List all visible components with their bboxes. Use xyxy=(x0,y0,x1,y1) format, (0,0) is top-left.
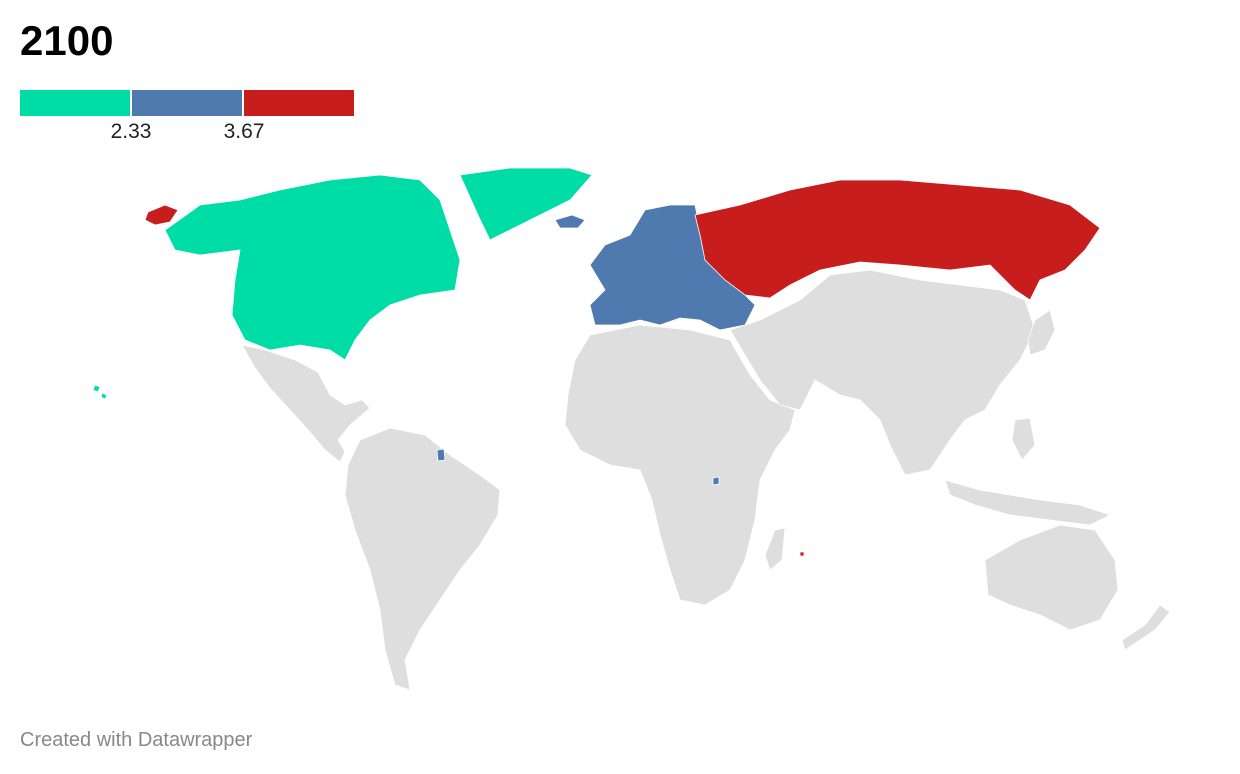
country-hawaii[interactable] xyxy=(92,384,108,400)
no-data-countries xyxy=(241,269,1171,691)
country-europe[interactable] xyxy=(589,204,756,331)
legend-tick-1: 2.33 xyxy=(110,120,152,143)
legend-tick-2: 3.67 xyxy=(223,120,265,143)
country-iceland[interactable] xyxy=(554,214,586,229)
country-indonesia[interactable] xyxy=(944,479,1112,526)
country-japan[interactable] xyxy=(1027,309,1056,356)
footer-credit: Created with Datawrapper xyxy=(20,729,253,751)
country-greenland[interactable] xyxy=(459,167,593,241)
country-mexico[interactable] xyxy=(241,344,371,463)
legend-bin-low xyxy=(20,90,130,116)
country-south-america[interactable] xyxy=(344,427,501,691)
legend-bin-high xyxy=(244,90,354,116)
country-madagascar[interactable] xyxy=(764,527,786,571)
country-island-red[interactable] xyxy=(799,551,805,557)
country-alaska-region[interactable] xyxy=(144,204,179,226)
country-asia[interactable] xyxy=(729,269,1036,476)
country-philippines[interactable] xyxy=(1011,417,1036,461)
world-map xyxy=(92,167,1171,691)
color-legend: 2.33 3.67 xyxy=(20,90,356,146)
country-australia[interactable] xyxy=(984,524,1119,631)
country-french-guiana[interactable] xyxy=(436,448,446,462)
country-burundi[interactable] xyxy=(712,476,720,486)
map-title: 2100 xyxy=(20,17,114,64)
country-russia[interactable] xyxy=(694,179,1101,301)
country-north-america[interactable] xyxy=(164,174,461,361)
country-africa[interactable] xyxy=(564,324,796,606)
data-countries xyxy=(92,167,1101,557)
legend-bin-mid xyxy=(132,90,242,116)
legend-bar xyxy=(20,90,356,116)
country-new-zealand[interactable] xyxy=(1121,604,1171,651)
